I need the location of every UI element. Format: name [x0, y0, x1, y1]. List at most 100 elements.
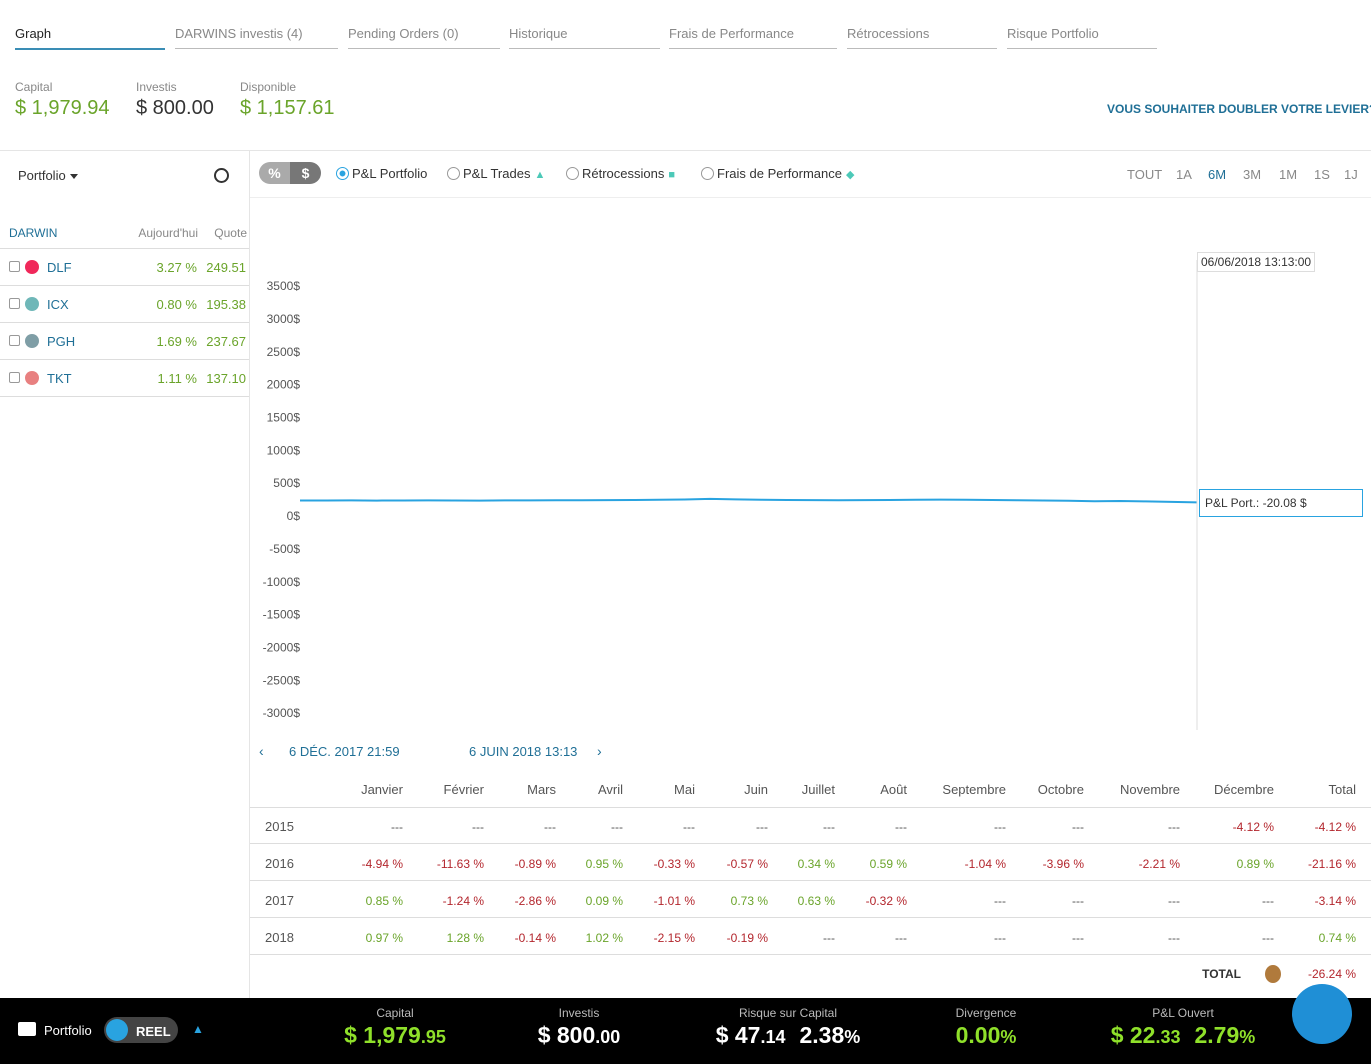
y-tick-label: -1500$ [263, 608, 301, 622]
tab[interactable]: Pending Orders (0) [348, 26, 500, 49]
total-value: -26.24 % [1307, 967, 1356, 981]
checkbox[interactable] [9, 372, 20, 383]
chart-option[interactable]: P&L Portfolio [352, 166, 428, 181]
y-tick-label: 1000$ [267, 443, 301, 457]
leverage-link[interactable]: VOUS SOUHAITER DOUBLER VOTRE LEVIER? [1107, 102, 1371, 116]
series-marker: ▲ [534, 169, 546, 181]
month-return: -1.24 % [442, 894, 484, 908]
y-tick-label: -1000$ [263, 575, 301, 589]
quote: 249.51 [206, 260, 246, 275]
tab[interactable]: DARWINS investis (4) [175, 26, 338, 49]
stat-small: % [844, 1027, 861, 1047]
stat-small: .00 [595, 1027, 621, 1047]
range-end[interactable]: 6 JUIN 2018 13:13 [469, 744, 578, 759]
month-return: 0.34 % [797, 857, 835, 871]
checkbox[interactable] [9, 335, 20, 346]
unit-toggle[interactable]: $ [290, 162, 321, 184]
radio[interactable] [701, 167, 714, 180]
today-change: 1.11 % [157, 371, 197, 386]
month-return: 0.85 % [365, 894, 403, 908]
range-button[interactable]: 1S [1314, 167, 1330, 182]
footer-bar [0, 998, 1371, 1064]
nav-next[interactable]: › [597, 743, 602, 759]
y-tick-label: 0$ [287, 509, 301, 523]
radio[interactable] [336, 167, 349, 180]
chart-option[interactable]: Frais de Performance ◆ [717, 166, 855, 181]
month-return: -4.12 % [1314, 820, 1356, 834]
month-return: --- [823, 820, 835, 834]
range-button[interactable]: 1J [1344, 167, 1358, 182]
tab[interactable]: Frais de Performance [669, 26, 837, 49]
range-button[interactable]: TOUT [1127, 167, 1163, 182]
radio[interactable] [566, 167, 579, 180]
footer-stat: Risque sur Capital $ 47.14 2.38% [638, 1006, 938, 1049]
range-button[interactable]: 1A [1176, 167, 1192, 182]
divider [0, 322, 249, 323]
checkbox[interactable] [9, 298, 20, 309]
summary-label: Capital [15, 80, 53, 94]
divider [0, 359, 249, 360]
divider [250, 880, 1371, 881]
tab[interactable]: Graph [15, 26, 165, 50]
stat-main: $ 800 [537, 1022, 596, 1048]
darwin-dot [25, 371, 39, 385]
radio[interactable] [447, 167, 460, 180]
total-label: TOTAL [1202, 967, 1241, 981]
today-change: 3.27 % [156, 260, 197, 275]
footer-stat: Investis $ 800.00 [429, 1006, 729, 1049]
tab[interactable]: Rétrocessions [847, 26, 997, 49]
mode-label: REEL [136, 1024, 171, 1039]
unit-toggle[interactable]: % [259, 162, 290, 184]
month-return: -0.14 % [514, 931, 556, 945]
month-header: Octobre [1037, 782, 1084, 797]
stat-small: % [1239, 1027, 1256, 1047]
summary-value: $ 1,979.94 [15, 97, 110, 119]
range-start[interactable]: 6 DÉC. 2017 21:59 [289, 744, 400, 759]
column-header[interactable]: Aujourd'hui [138, 226, 198, 240]
darwin-name[interactable]: TKT [47, 371, 72, 386]
y-tick-label: -500$ [269, 542, 300, 556]
month-return: -2.15 % [653, 931, 695, 945]
education-icon[interactable]: ▲ [192, 1022, 204, 1036]
divider [250, 954, 1371, 955]
chart-option[interactable]: P&L Trades ▲ [463, 166, 546, 181]
tab[interactable]: Risque Portfolio [1007, 26, 1157, 49]
range-button[interactable]: 6M [1208, 167, 1227, 182]
footer-portfolio[interactable]: Portfolio [44, 1023, 92, 1038]
month-return: 0.95 % [585, 857, 623, 871]
quote: 195.38 [206, 297, 246, 312]
month-return: -0.57 % [726, 857, 768, 871]
search-icon[interactable] [214, 168, 229, 183]
quote: 237.67 [206, 334, 246, 349]
nav-prev[interactable]: ‹ [259, 743, 264, 759]
chart-option[interactable]: Rétrocessions ■ [582, 166, 676, 181]
y-tick-label: 3500$ [267, 279, 301, 293]
month-header: Mai [674, 782, 695, 797]
series-marker: ◆ [846, 169, 855, 181]
month-return: --- [683, 820, 695, 834]
chat-button[interactable] [1292, 984, 1352, 1044]
darwin-dot [25, 334, 39, 348]
column-header[interactable]: DARWIN [9, 226, 58, 240]
y-tick-label: 3000$ [267, 312, 301, 326]
month-return: --- [895, 931, 907, 945]
darwin-name[interactable]: ICX [47, 297, 69, 312]
y-tick-label: -2000$ [263, 640, 301, 654]
month-return: -3.14 % [1314, 894, 1356, 908]
month-header: Novembre [1120, 782, 1180, 797]
month-return: --- [994, 820, 1006, 834]
darwin-name[interactable]: PGH [47, 334, 76, 349]
divider [250, 197, 1371, 198]
footer-stat: P&L Ouvert $ 22.33 2.79% [1033, 1006, 1333, 1049]
column-header[interactable]: Quote [214, 226, 247, 240]
darwin-name[interactable]: DLF [47, 260, 72, 275]
range-button[interactable]: 1M [1279, 167, 1298, 182]
tab[interactable]: Historique [509, 26, 660, 49]
checkbox[interactable] [9, 261, 20, 272]
y-tick-label: 500$ [273, 476, 300, 490]
month-return: -1.04 % [964, 857, 1006, 871]
line [300, 497, 1198, 504]
month-return: --- [895, 820, 907, 834]
range-button[interactable]: 3M [1243, 167, 1262, 182]
portfolio-dropdown[interactable]: Portfolio [18, 168, 66, 183]
